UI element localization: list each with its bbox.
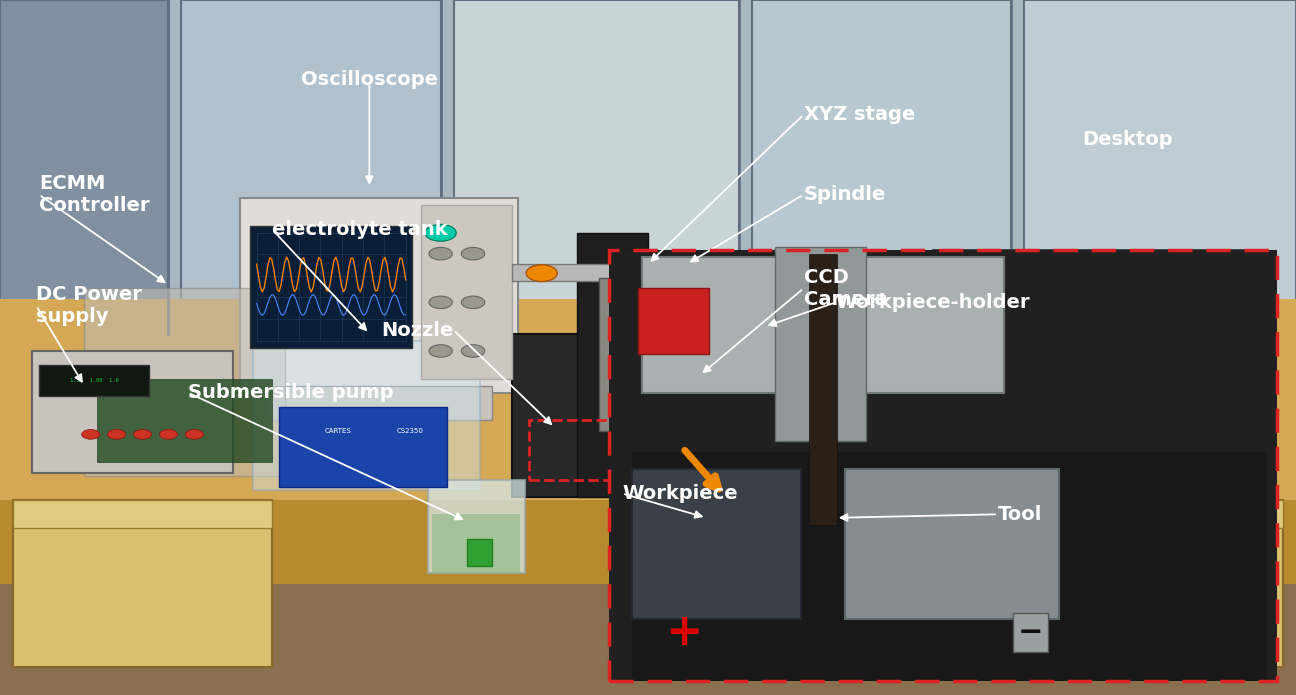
FancyBboxPatch shape — [240, 198, 518, 393]
Circle shape — [461, 247, 485, 260]
FancyBboxPatch shape — [512, 264, 810, 281]
FancyBboxPatch shape — [609, 250, 1277, 681]
Text: −: − — [1017, 618, 1043, 647]
FancyBboxPatch shape — [599, 278, 638, 431]
FancyBboxPatch shape — [577, 233, 648, 497]
FancyBboxPatch shape — [428, 480, 525, 573]
FancyBboxPatch shape — [181, 0, 441, 334]
FancyBboxPatch shape — [84, 288, 285, 476]
Circle shape — [762, 265, 793, 281]
Text: Nozzle: Nozzle — [381, 320, 454, 340]
FancyBboxPatch shape — [938, 478, 1245, 493]
FancyBboxPatch shape — [933, 250, 1251, 497]
FancyBboxPatch shape — [467, 539, 492, 566]
FancyBboxPatch shape — [938, 257, 1245, 493]
Text: ECMM
Controller: ECMM Controller — [39, 174, 149, 215]
Text: Spindle: Spindle — [804, 185, 885, 204]
Bar — [529, 420, 626, 480]
FancyBboxPatch shape — [943, 275, 1240, 490]
FancyBboxPatch shape — [632, 452, 1267, 681]
FancyBboxPatch shape — [963, 407, 1086, 420]
FancyBboxPatch shape — [32, 351, 233, 473]
Circle shape — [159, 430, 178, 439]
FancyBboxPatch shape — [1024, 500, 1283, 667]
Circle shape — [82, 430, 100, 439]
FancyBboxPatch shape — [0, 584, 1296, 695]
FancyBboxPatch shape — [638, 288, 709, 354]
Text: Tool: Tool — [998, 505, 1042, 524]
Circle shape — [429, 247, 452, 260]
FancyBboxPatch shape — [432, 514, 520, 573]
FancyBboxPatch shape — [39, 365, 149, 396]
FancyBboxPatch shape — [13, 500, 272, 667]
FancyBboxPatch shape — [632, 469, 801, 619]
Circle shape — [461, 296, 485, 309]
Text: CARTES: CARTES — [324, 427, 351, 434]
Text: 1.30  1.00  1.0: 1.30 1.00 1.0 — [70, 378, 118, 383]
FancyBboxPatch shape — [1024, 0, 1296, 334]
Text: Submersible pump: Submersible pump — [188, 383, 394, 402]
FancyBboxPatch shape — [1024, 500, 1283, 528]
Circle shape — [654, 379, 712, 410]
FancyBboxPatch shape — [253, 341, 480, 490]
FancyBboxPatch shape — [0, 0, 168, 334]
Circle shape — [429, 296, 452, 309]
FancyBboxPatch shape — [97, 379, 272, 462]
FancyBboxPatch shape — [279, 407, 447, 486]
Text: Oscilloscope: Oscilloscope — [301, 70, 438, 90]
FancyBboxPatch shape — [648, 358, 719, 424]
FancyBboxPatch shape — [266, 386, 492, 420]
FancyBboxPatch shape — [13, 500, 272, 528]
FancyBboxPatch shape — [956, 382, 1093, 427]
Text: XYZ stage: XYZ stage — [804, 105, 915, 124]
Text: +: + — [666, 611, 702, 654]
Circle shape — [185, 430, 203, 439]
Text: CS2350: CS2350 — [397, 427, 424, 434]
Circle shape — [667, 386, 699, 403]
Text: Workpiece-holder: Workpiece-holder — [836, 293, 1030, 312]
Circle shape — [762, 353, 793, 370]
FancyBboxPatch shape — [0, 299, 1296, 507]
FancyBboxPatch shape — [0, 0, 1296, 334]
FancyBboxPatch shape — [752, 0, 1011, 334]
FancyBboxPatch shape — [512, 334, 739, 497]
FancyBboxPatch shape — [421, 205, 512, 379]
Circle shape — [425, 224, 456, 241]
Bar — [609, 250, 1277, 681]
FancyBboxPatch shape — [775, 247, 866, 441]
Text: electrolyte tank: electrolyte tank — [272, 220, 448, 239]
Text: CCD
Camera: CCD Camera — [804, 268, 888, 309]
Circle shape — [429, 345, 452, 357]
FancyBboxPatch shape — [845, 469, 1059, 619]
Text: Desktop: Desktop — [1082, 129, 1173, 149]
Circle shape — [526, 265, 557, 281]
Circle shape — [133, 430, 152, 439]
FancyBboxPatch shape — [809, 254, 837, 525]
Circle shape — [108, 430, 126, 439]
FancyBboxPatch shape — [642, 257, 1004, 393]
FancyBboxPatch shape — [454, 0, 739, 334]
Text: Workpiece: Workpiece — [622, 484, 737, 503]
FancyBboxPatch shape — [0, 500, 1296, 591]
Text: DC Power
supply: DC Power supply — [36, 286, 143, 326]
Circle shape — [461, 345, 485, 357]
FancyBboxPatch shape — [250, 226, 412, 348]
